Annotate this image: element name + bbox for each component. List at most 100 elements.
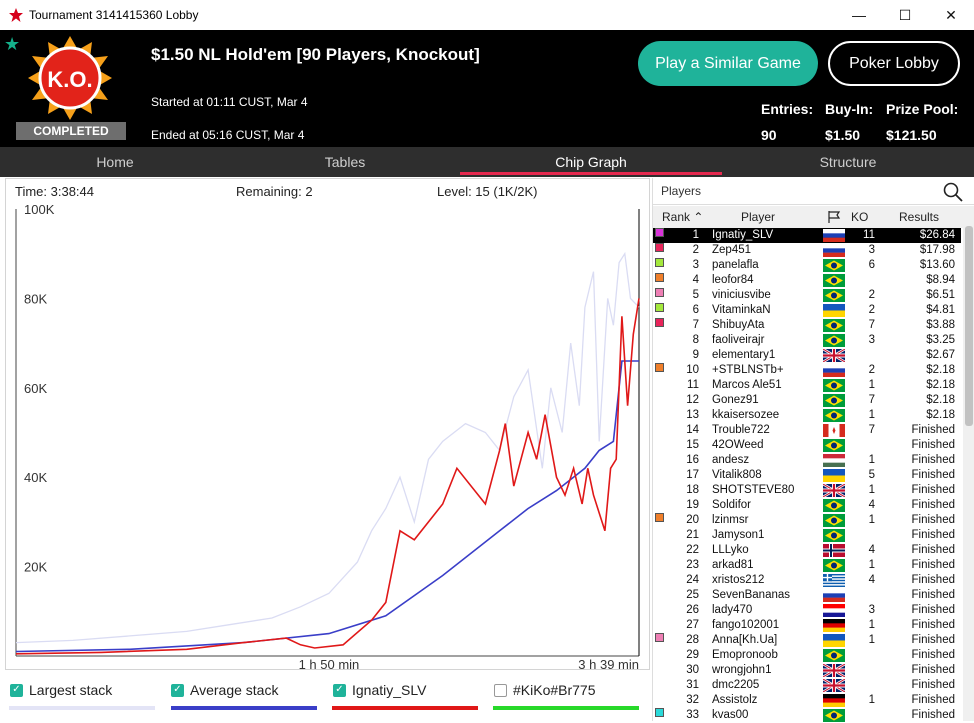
player-row[interactable]: 1 Ignatiy_SLV 11 $26.84: [653, 228, 961, 243]
player-rank: 8: [692, 334, 699, 346]
play-similar-game-button[interactable]: Play a Similar Game: [638, 41, 818, 86]
player-row[interactable]: 28 Anna[Kh.Ua] 1 Finished: [653, 633, 961, 648]
legend-largest-stack[interactable]: ✓ Largest stack: [10, 682, 112, 698]
player-row[interactable]: 21 Jamyson1 Finished: [653, 528, 961, 543]
player-row[interactable]: 33 kvas00 Finished: [653, 708, 961, 723]
player-rank: 24: [686, 574, 699, 586]
player-ko: 6: [868, 259, 875, 271]
flag-ru-icon: [823, 364, 845, 377]
player-row[interactable]: 2 Zep451 3 $17.98: [653, 243, 961, 258]
player-name: faoliveirajr: [712, 334, 765, 346]
prizepool-value: $121.50: [886, 127, 937, 143]
player-result: $2.18: [926, 394, 955, 406]
legend-ignatiy-slv[interactable]: ✓ Ignatiy_SLV: [333, 682, 426, 698]
col-results[interactable]: Results: [899, 210, 940, 224]
player-ko: 1: [868, 514, 875, 526]
player-row[interactable]: 18 SHOTSTEVE80 1 Finished: [653, 483, 961, 498]
player-row[interactable]: 3 panelafla 6 $13.60: [653, 258, 961, 273]
player-name: fango102001: [712, 619, 780, 631]
flag-br-icon: [823, 709, 845, 722]
player-name: dmc2205: [712, 679, 760, 691]
close-button[interactable]: ✕: [945, 6, 957, 23]
player-row[interactable]: 22 LLLyko 4 Finished: [653, 543, 961, 558]
player-row[interactable]: 10 +STBLNSTb+ 2 $2.18: [653, 363, 961, 378]
player-result: Finished: [911, 589, 955, 601]
flag-de-icon: [823, 619, 845, 632]
checkbox-checked-icon[interactable]: ✓: [333, 683, 346, 697]
player-row[interactable]: 24 xristos212 4 Finished: [653, 573, 961, 588]
maximize-button[interactable]: ☐: [898, 6, 912, 23]
player-name: Marcos Ale51: [712, 379, 782, 391]
flag-br-icon: [823, 274, 845, 287]
checkbox-unchecked-icon[interactable]: [494, 683, 507, 697]
player-color-marker: [655, 363, 664, 372]
players-scrollbar[interactable]: [963, 206, 974, 721]
player-row[interactable]: 7 ShibuyAta 7 $3.88: [653, 318, 961, 333]
checkbox-checked-icon[interactable]: ✓: [171, 683, 184, 697]
player-color-marker: [655, 318, 664, 327]
player-row[interactable]: 29 Emopronoob Finished: [653, 648, 961, 663]
player-result: $8.94: [926, 274, 955, 286]
poker-lobby-button[interactable]: Poker Lobby: [828, 41, 960, 86]
flag-ua-icon: [823, 634, 845, 647]
player-row[interactable]: 25 SevenBananas Finished: [653, 588, 961, 603]
player-name: Anna[Kh.Ua]: [712, 634, 778, 646]
player-result: $2.18: [926, 364, 955, 376]
title-bar: Tournament 3141415360 Lobby — ☐ ✕: [0, 0, 974, 30]
legend-average-stack[interactable]: ✓ Average stack: [171, 682, 278, 698]
player-row[interactable]: 11 Marcos Ale51 1 $2.18: [653, 378, 961, 393]
player-row[interactable]: 8 faoliveirajr 3 $3.25: [653, 333, 961, 348]
flag-br-icon: [823, 379, 845, 392]
player-rank: 25: [686, 589, 699, 601]
player-row[interactable]: 32 Assistolz 1 Finished: [653, 693, 961, 708]
player-row[interactable]: 14 Trouble722 7 Finished: [653, 423, 961, 438]
player-color-marker: [655, 243, 664, 252]
player-rank: 32: [686, 694, 699, 706]
player-ko: 1: [868, 379, 875, 391]
players-search-bar: Players: [653, 178, 974, 205]
player-result: $6.51: [926, 289, 955, 301]
col-rank[interactable]: Rank ⌃: [662, 210, 704, 224]
y-tick-label: 100K: [24, 202, 55, 217]
player-ko: 7: [868, 424, 875, 436]
player-rank: 26: [686, 604, 699, 616]
search-icon[interactable]: [943, 182, 963, 202]
player-row[interactable]: 16 andesz 1 Finished: [653, 453, 961, 468]
player-name: Assistolz: [712, 694, 758, 706]
col-flag[interactable]: [826, 210, 842, 227]
player-name: panelafla: [712, 259, 759, 271]
favorite-star-icon[interactable]: ★: [4, 34, 21, 54]
tab-tables[interactable]: Tables: [324, 154, 366, 170]
player-rank: 17: [686, 469, 699, 481]
scrollbar-thumb[interactable]: [965, 226, 973, 426]
player-row[interactable]: 26 lady470 3 Finished: [653, 603, 961, 618]
tab-chip-graph[interactable]: Chip Graph: [460, 147, 722, 177]
legend-kiko[interactable]: #KiKo#Br775: [494, 682, 596, 698]
player-row[interactable]: 4 leofor84 $8.94: [653, 273, 961, 288]
tab-structure[interactable]: Structure: [819, 154, 877, 170]
player-row[interactable]: 23 arkad81 1 Finished: [653, 558, 961, 573]
players-table-body: 1 Ignatiy_SLV 11 $26.84 2 Zep451 3 $17.98 3 panel…: [653, 228, 961, 723]
player-row[interactable]: 17 Vitalik808 5 Finished: [653, 468, 961, 483]
minimize-button[interactable]: —: [852, 7, 866, 23]
player-row[interactable]: 27 fango102001 1 Finished: [653, 618, 961, 633]
player-row[interactable]: 19 Soldifor 4 Finished: [653, 498, 961, 513]
player-ko: 1: [868, 619, 875, 631]
col-ko[interactable]: KO: [851, 210, 869, 224]
y-tick-label: 80K: [24, 291, 47, 306]
player-row[interactable]: 6 VitaminkaN 2 $4.81: [653, 303, 961, 318]
player-row[interactable]: 15 42OWeed Finished: [653, 438, 961, 453]
player-name: viniciusvibe: [712, 289, 771, 301]
col-player[interactable]: Player: [741, 210, 776, 224]
player-row[interactable]: 30 wrongjohn1 Finished: [653, 663, 961, 678]
flag-gb-icon: [823, 679, 845, 692]
player-row[interactable]: 31 dmc2205 Finished: [653, 678, 961, 693]
checkbox-checked-icon[interactable]: ✓: [10, 683, 23, 697]
player-row[interactable]: 20 lzinmsr 1 Finished: [653, 513, 961, 528]
player-row[interactable]: 13 kkaisersozee 1 $2.18: [653, 408, 961, 423]
player-rank: 31: [686, 679, 699, 691]
player-row[interactable]: 5 viniciusvibe 2 $6.51: [653, 288, 961, 303]
tab-home[interactable]: Home: [96, 154, 134, 170]
player-row[interactable]: 9 elementary1 $2.67: [653, 348, 961, 363]
player-row[interactable]: 12 Gonez91 7 $2.18: [653, 393, 961, 408]
